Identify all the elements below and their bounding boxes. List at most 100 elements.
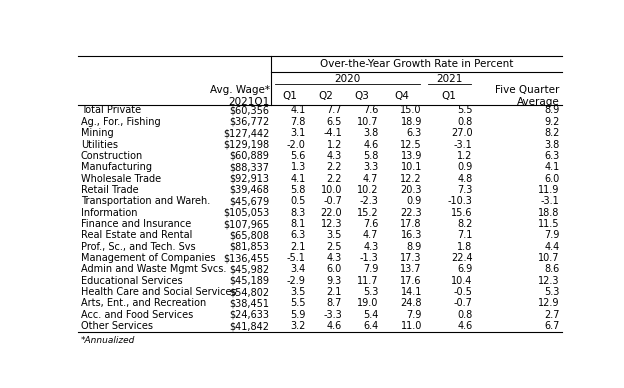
Text: Information: Information xyxy=(81,208,137,218)
Text: $36,772: $36,772 xyxy=(229,117,270,127)
Text: 15.6: 15.6 xyxy=(451,208,472,218)
Text: 7.6: 7.6 xyxy=(363,106,378,116)
Text: 15.2: 15.2 xyxy=(357,208,378,218)
Text: $60,889: $60,889 xyxy=(230,151,270,161)
Text: 8.7: 8.7 xyxy=(327,298,342,308)
Text: $107,965: $107,965 xyxy=(223,219,270,229)
Text: 8.6: 8.6 xyxy=(544,265,560,274)
Text: $88,337: $88,337 xyxy=(230,162,270,172)
Text: -0.7: -0.7 xyxy=(454,298,472,308)
Text: Retail Trade: Retail Trade xyxy=(81,185,139,195)
Text: 1.2: 1.2 xyxy=(327,140,342,149)
Text: 5.3: 5.3 xyxy=(363,287,378,297)
Text: 12.3: 12.3 xyxy=(538,276,560,286)
Text: 0.8: 0.8 xyxy=(457,117,472,127)
Text: 2.7: 2.7 xyxy=(544,310,560,320)
Text: $38,451: $38,451 xyxy=(230,298,270,308)
Text: 7.9: 7.9 xyxy=(406,310,422,320)
Text: Utilities: Utilities xyxy=(81,140,118,149)
Text: 8.9: 8.9 xyxy=(544,106,560,116)
Text: Finance and Insurance: Finance and Insurance xyxy=(81,219,191,229)
Text: 0.9: 0.9 xyxy=(407,196,422,206)
Text: 5.4: 5.4 xyxy=(363,310,378,320)
Text: 10.7: 10.7 xyxy=(538,253,560,263)
Text: -5.1: -5.1 xyxy=(287,253,306,263)
Text: -4.1: -4.1 xyxy=(323,128,342,138)
Text: 4.6: 4.6 xyxy=(457,321,472,331)
Text: 6.5: 6.5 xyxy=(327,117,342,127)
Text: 3.4: 3.4 xyxy=(291,265,306,274)
Text: 3.5: 3.5 xyxy=(327,230,342,241)
Text: 2.2: 2.2 xyxy=(326,173,342,184)
Text: -0.7: -0.7 xyxy=(323,196,342,206)
Text: 10.2: 10.2 xyxy=(357,185,378,195)
Text: -1.3: -1.3 xyxy=(359,253,378,263)
Text: Management of Companies: Management of Companies xyxy=(81,253,215,263)
Text: 6.0: 6.0 xyxy=(544,173,560,184)
Text: 3.1: 3.1 xyxy=(291,128,306,138)
Text: 11.7: 11.7 xyxy=(357,276,378,286)
Text: $45,679: $45,679 xyxy=(230,196,270,206)
Text: 13.7: 13.7 xyxy=(401,265,422,274)
Text: 4.1: 4.1 xyxy=(291,173,306,184)
Text: 1.2: 1.2 xyxy=(457,151,472,161)
Text: -2.9: -2.9 xyxy=(287,276,306,286)
Text: 22.3: 22.3 xyxy=(400,208,422,218)
Text: 7.1: 7.1 xyxy=(457,230,472,241)
Text: 4.1: 4.1 xyxy=(544,162,560,172)
Text: $81,853: $81,853 xyxy=(230,242,270,252)
Text: 8.1: 8.1 xyxy=(291,219,306,229)
Text: 24.8: 24.8 xyxy=(401,298,422,308)
Text: 3.8: 3.8 xyxy=(544,140,560,149)
Text: 6.3: 6.3 xyxy=(407,128,422,138)
Text: 11.9: 11.9 xyxy=(539,185,560,195)
Text: 5.5: 5.5 xyxy=(457,106,472,116)
Text: 10.1: 10.1 xyxy=(401,162,422,172)
Text: 13.9: 13.9 xyxy=(401,151,422,161)
Text: 9.2: 9.2 xyxy=(544,117,560,127)
Text: 6.9: 6.9 xyxy=(457,265,472,274)
Text: 4.3: 4.3 xyxy=(327,151,342,161)
Text: 1.8: 1.8 xyxy=(457,242,472,252)
Text: 10.7: 10.7 xyxy=(357,117,378,127)
Text: 6.3: 6.3 xyxy=(291,230,306,241)
Text: 4.3: 4.3 xyxy=(363,242,378,252)
Text: 4.7: 4.7 xyxy=(363,230,378,241)
Text: Transportation and Wareh.: Transportation and Wareh. xyxy=(81,196,210,206)
Text: Other Services: Other Services xyxy=(81,321,153,331)
Text: 10.0: 10.0 xyxy=(321,185,342,195)
Text: 4.6: 4.6 xyxy=(363,140,378,149)
Text: Over-the-Year Growth Rate in Percent: Over-the-Year Growth Rate in Percent xyxy=(320,59,513,69)
Text: 20.3: 20.3 xyxy=(401,185,422,195)
Text: Educational Services: Educational Services xyxy=(81,276,183,286)
Text: 12.9: 12.9 xyxy=(538,298,560,308)
Text: 0.9: 0.9 xyxy=(457,162,472,172)
Text: -3.1: -3.1 xyxy=(541,196,560,206)
Text: Arts, Ent., and Recreation: Arts, Ent., and Recreation xyxy=(81,298,206,308)
Text: 6.4: 6.4 xyxy=(363,321,378,331)
Text: -2.0: -2.0 xyxy=(287,140,306,149)
Text: 3.5: 3.5 xyxy=(290,287,306,297)
Text: *Annualized: *Annualized xyxy=(81,336,135,345)
Text: 15.0: 15.0 xyxy=(401,106,422,116)
Text: 7.7: 7.7 xyxy=(326,106,342,116)
Text: Q1: Q1 xyxy=(442,91,457,101)
Text: 0.8: 0.8 xyxy=(457,310,472,320)
Text: 6.3: 6.3 xyxy=(544,151,560,161)
Text: Q4: Q4 xyxy=(394,91,409,101)
Text: -3.3: -3.3 xyxy=(323,310,342,320)
Text: 0.5: 0.5 xyxy=(290,196,306,206)
Text: 8.3: 8.3 xyxy=(291,208,306,218)
Text: $105,053: $105,053 xyxy=(223,208,270,218)
Text: $54,802: $54,802 xyxy=(230,287,270,297)
Text: Prof., Sc., and Tech. Svs: Prof., Sc., and Tech. Svs xyxy=(81,242,195,252)
Text: 14.1: 14.1 xyxy=(401,287,422,297)
Text: 2021: 2021 xyxy=(436,74,462,85)
Text: Avg. Wage*
2021Q1: Avg. Wage* 2021Q1 xyxy=(210,85,270,107)
Text: Admin and Waste Mgmt Svcs.: Admin and Waste Mgmt Svcs. xyxy=(81,265,227,274)
Text: $65,808: $65,808 xyxy=(230,230,270,241)
Text: 16.3: 16.3 xyxy=(401,230,422,241)
Text: 6.0: 6.0 xyxy=(327,265,342,274)
Text: 17.3: 17.3 xyxy=(401,253,422,263)
Text: 9.3: 9.3 xyxy=(327,276,342,286)
